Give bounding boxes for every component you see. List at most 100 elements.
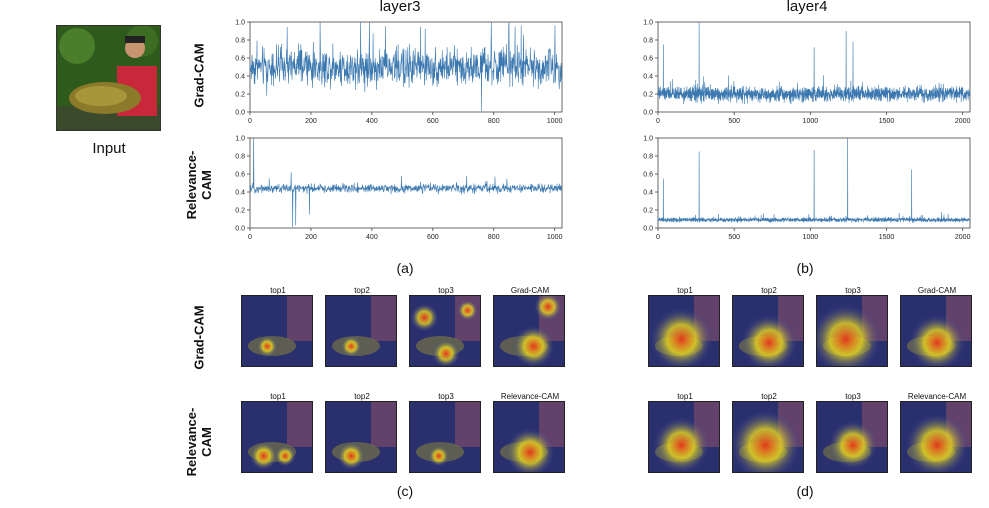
- subfigure-label-c: (c): [396, 483, 414, 499]
- heatmap-image: [241, 295, 313, 367]
- heatmap-hotspot: [340, 335, 362, 358]
- heatmap-title: top1: [270, 286, 286, 295]
- y-tick-label: 0.6: [643, 172, 653, 179]
- subfigure-label-b: (b): [796, 260, 814, 276]
- heatmap-title: top1: [677, 286, 693, 295]
- heatmap-hotspot: [827, 420, 879, 471]
- heatmap-hotspot: [652, 416, 711, 472]
- heatmap-svg: [901, 296, 971, 366]
- x-tick-label: 1500: [879, 234, 895, 241]
- heatmap-svg: [494, 402, 564, 472]
- heatmap-cell: top3: [816, 286, 890, 367]
- heatmap-title: top2: [761, 392, 777, 401]
- heatmap-image: [900, 401, 972, 473]
- x-tick-label: 1500: [879, 118, 895, 125]
- heatmap-cell: top2: [732, 392, 806, 473]
- heatmap-image: [900, 295, 972, 367]
- heatmap-cell: Grad-CAM: [900, 286, 974, 367]
- heatmap-image: [816, 295, 888, 367]
- heatmap-hotspot: [533, 296, 563, 322]
- plot-frame: [657, 21, 971, 113]
- y-tick-label: 0.2: [643, 92, 653, 99]
- heatmap-person: [287, 296, 312, 341]
- x-tick-label: 0: [248, 118, 252, 125]
- heatmap-svg: [242, 296, 312, 366]
- chart-gradcam-layer4: 0.0 0.2 0.4 0.6 0.8 1.0 0 500 1000 1500 2000: [643, 20, 971, 126]
- y-tick-label: 0.6: [235, 56, 245, 63]
- heatmap-hotspot: [256, 335, 278, 358]
- heatmap-title: Relevance-CAM: [500, 392, 560, 401]
- y-tick-label: 0.8: [643, 38, 653, 45]
- heatmap-svg: [901, 402, 971, 472]
- heatmap-hotspot: [740, 314, 798, 366]
- heatmap-cell: top1: [241, 286, 315, 367]
- y-tick-label: 0.8: [643, 154, 653, 161]
- heatmap-hotspot: [428, 445, 450, 467]
- x-tick-label: 1000: [547, 234, 563, 241]
- x-tick-label: 400: [366, 234, 378, 241]
- y-tick-label: 0.4: [643, 74, 653, 81]
- x-tick-label: 600: [427, 234, 439, 241]
- heatmap-image: [732, 295, 804, 367]
- heatmap-cell: Relevance-CAM: [900, 392, 974, 473]
- heatmap-image: [493, 295, 565, 367]
- heatmap-hotspot: [733, 409, 802, 472]
- x-tick-label: 800: [488, 118, 500, 125]
- series-line: [657, 21, 971, 105]
- heatmap-hotspot: [908, 314, 966, 366]
- heatmap-hotspot: [904, 412, 970, 472]
- heatmap-person: [371, 296, 396, 341]
- heatmap-cell: top2: [732, 286, 806, 367]
- x-tick-label: 200: [305, 118, 317, 125]
- chart-gradcam-layer3: 0.0 0.2 0.4 0.6 0.8 1.0 0 200 400 600 800 1000: [235, 20, 563, 126]
- heatmap-svg: [326, 402, 396, 472]
- chart-relevancecam-layer3: 0.0 0.2 0.4 0.6 0.8 1.0 0 200 400 600 800 1000: [235, 136, 563, 242]
- input-photo-illustration: [57, 26, 160, 130]
- input-image: [56, 25, 161, 131]
- y-tick-label: 0.0: [235, 110, 245, 117]
- heatmap-title: top2: [354, 286, 370, 295]
- heatmap-svg: [733, 402, 803, 472]
- y-tick-label: 0.2: [235, 208, 245, 215]
- heatmap-hotspot: [504, 427, 556, 472]
- heatmap-svg: [410, 402, 480, 472]
- heatmap-cell: top1: [648, 286, 722, 367]
- heatmap-hotspot: [817, 303, 882, 366]
- heatmap-image: [648, 295, 720, 367]
- heatmap-title: top1: [270, 392, 286, 401]
- heatmap-svg: [733, 296, 803, 366]
- heatmap-svg: [326, 296, 396, 366]
- x-tick-label: 1000: [547, 118, 563, 125]
- heatmap-hotspot: [512, 324, 556, 366]
- input-label: Input: [92, 140, 126, 157]
- heatmap-hotspot: [336, 441, 366, 471]
- heatmap-cell: Grad-CAM: [493, 286, 567, 367]
- heatmap-hotspot: [410, 303, 439, 332]
- y-tick-label: 0.8: [235, 38, 245, 45]
- y-tick-label: 1.0: [235, 20, 245, 27]
- heatmap-cell: top3: [409, 392, 483, 473]
- row-label-gradcam: Grad-CAM: [191, 43, 207, 108]
- x-tick-label: 800: [488, 234, 500, 241]
- y-tick-label: 0.2: [643, 208, 653, 215]
- heatmap-hotspot: [249, 441, 278, 471]
- x-tick-label: 0: [656, 118, 660, 125]
- heatmap-title: Relevance-CAM: [907, 392, 967, 401]
- column-title-layer4: layer4: [786, 0, 828, 15]
- y-tick-label: 1.0: [643, 20, 653, 27]
- heatmap-image: [732, 401, 804, 473]
- y-tick-label: 0.0: [643, 110, 653, 117]
- x-tick-label: 500: [728, 234, 740, 241]
- heatmap-svg: [817, 402, 887, 472]
- y-tick-label: 0.4: [235, 190, 245, 197]
- x-tick-label: 600: [427, 118, 439, 125]
- heatmap-person: [455, 402, 480, 447]
- y-tick-label: 0.6: [643, 56, 653, 63]
- heatmap-person: [371, 402, 396, 447]
- heatmap-image: [493, 401, 565, 473]
- heatmap-cell: top2: [325, 392, 399, 473]
- y-tick-label: 0.6: [235, 172, 245, 179]
- row-label-relevancecam-heatmaps: Relevance- CAM: [184, 407, 214, 477]
- subfigure-label-a: (a): [396, 260, 414, 276]
- heatmap-person: [287, 402, 312, 447]
